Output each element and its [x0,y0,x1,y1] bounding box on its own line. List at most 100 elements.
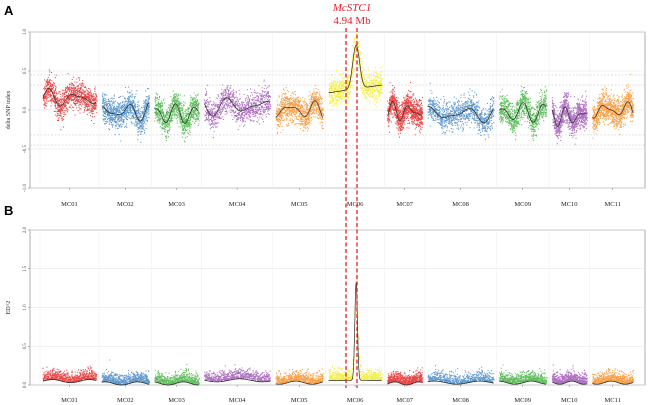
trend-line [154,381,199,386]
x-tick-label: MC03 [168,201,185,208]
x-tick-label: MC05 [291,397,308,404]
y-tick-label: 0.5 [23,343,28,350]
chromosome-mc09: MC09 [496,230,548,404]
x-tick-label: MC02 [117,397,134,404]
trend-line [427,380,494,385]
x-tick-label: MC11 [605,201,621,208]
y-tick-label: 0.0 [23,381,28,388]
chromosome-mc04: MC04 [201,32,272,208]
snp-points [498,364,548,385]
trend-line [592,380,634,385]
trend-line [592,101,634,119]
y-tick-label: -0.5 [23,145,28,153]
chromosome-mc06: MC06 [325,31,384,208]
trend-line [427,106,494,124]
trend-line [328,282,382,381]
chromosome-mc05: MC05 [272,32,325,208]
snp-points [328,263,384,381]
chromosome-mc07: MC07 [384,32,424,208]
panel-a: A -1.0 -0.5 0.0 0.5 1.0 delta SNP index MC01 MC… [4,3,646,208]
snp-points [328,31,384,113]
y-tick-label: 2.0 [23,226,28,233]
y-tick-label: 1.0 [23,304,28,311]
chromosome-mc03: MC03 [151,32,200,208]
trend-line [551,106,587,127]
trend-line [275,380,323,385]
trend-line [551,380,587,385]
trend-line [43,379,97,384]
x-tick-label: MC03 [168,397,185,404]
snp-points [498,85,548,141]
panel-b-letter: B [4,203,13,218]
x-tick-label: MC11 [605,397,621,404]
y-tick-label: 0.5 [23,67,28,74]
y-tick-label: -1.0 [23,184,28,192]
y-tick-label: 0.0 [23,106,28,113]
x-tick-label: MC10 [561,201,578,208]
y-axis-label: delta SNP index [6,91,12,130]
trend-line [204,378,270,383]
chromosome-mc03: MC03 [151,230,200,404]
snp-points [592,73,635,139]
x-tick-label: MC06 [347,397,364,404]
trend-line [387,101,423,121]
chromosome-mc01: MC01 [39,230,98,404]
x-tick-label: MC01 [61,397,78,404]
chromosome-mc05: MC05 [272,230,325,404]
chromosome-mc07: MC07 [384,230,424,404]
chromosome-mc08: MC08 [424,230,495,404]
snp-points [387,82,424,138]
snp-points [42,69,98,131]
trend-line [204,97,270,117]
chromosome-mc11: MC11 [589,230,635,404]
chromosome-mc11: MC11 [589,32,635,208]
trend-line [275,100,323,118]
chromosome-mc01: MC01 [39,32,98,208]
chromosome-mc09: MC09 [496,32,548,208]
trend-line [154,103,199,124]
panel-a-letter: A [4,3,14,18]
x-tick-label: MC09 [514,201,531,208]
gene-position-label: 4.94 Mb [333,15,371,27]
snp-points [154,363,200,386]
x-tick-label: MC06 [347,201,364,208]
y-axis-label: ED^2 [6,301,12,315]
x-tick-label: MC08 [452,201,469,208]
trend-line [101,102,150,122]
panel-b: B 0.0 0.5 1.0 1.5 2.0 ED^2 MC01 MC02 MC03 MC04 MC0… [4,203,646,404]
chromosome-mc02: MC02 [98,32,150,208]
gene-annotation: McSTC1 4.94 Mb [332,2,372,388]
chromosome-mc10: MC10 [548,32,588,208]
gene-name-label: McSTC1 [332,2,372,14]
x-tick-label: MC01 [61,201,78,208]
x-tick-label: MC09 [514,397,531,404]
y-tick-label: 1.5 [23,265,28,272]
snp-points [101,86,150,143]
chromosome-mc04: MC04 [201,230,271,404]
chromosome-mc06: MC06 [325,230,384,404]
x-tick-label: MC07 [396,397,413,404]
trend-line [328,44,382,94]
trend-line [499,102,547,123]
x-tick-label: MC07 [396,201,413,208]
x-tick-label: MC02 [117,201,134,208]
trend-line [42,88,97,107]
snp-points [387,367,424,386]
chromosome-mc10: MC10 [548,230,588,404]
trend-line [387,381,422,386]
x-tick-label: MC08 [452,397,469,404]
snp-points [275,85,325,135]
snp-points [42,365,98,384]
snp-points [204,79,272,139]
chromosome-mc08: MC08 [424,32,495,208]
snp-points [154,90,200,143]
snp-points [101,359,150,386]
chromosome-mc02: MC02 [98,230,150,404]
x-tick-label: MC04 [229,397,246,404]
trend-line [102,381,149,386]
snp-points [203,364,271,383]
snp-points [275,368,325,385]
snp-points [427,82,495,140]
trend-line [499,380,547,385]
